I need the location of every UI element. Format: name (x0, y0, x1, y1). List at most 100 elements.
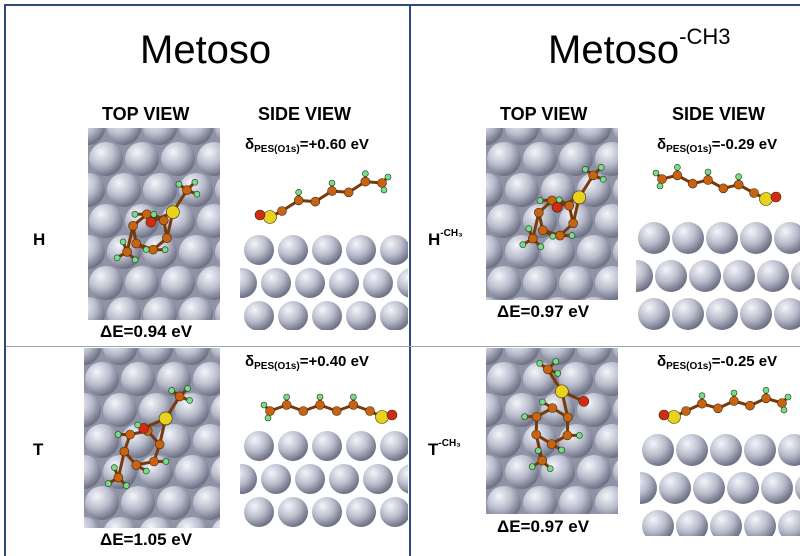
right-h-energy: ΔE=0.97 eV (497, 302, 590, 321)
surface-atom (559, 266, 593, 300)
figure-frame (4, 4, 800, 556)
surface-atom (757, 260, 789, 292)
surface-atom (107, 297, 141, 320)
surface-atom (197, 266, 220, 300)
surface-atom (727, 472, 759, 504)
surface-atom (689, 260, 721, 292)
left-row-h-label: H (33, 230, 46, 249)
surface-atom (125, 142, 159, 176)
surface-atom (486, 235, 503, 269)
surface-atom (541, 235, 575, 269)
surface-atom (346, 301, 376, 330)
surface-atom (143, 173, 177, 207)
surface-atom (486, 455, 503, 489)
surface-atom (505, 455, 539, 489)
right-h-delta: δPES(O1s)=-0.29 eV (657, 136, 778, 155)
surface-atom (676, 434, 708, 466)
surface-atom (346, 235, 376, 265)
surface-atom (157, 424, 191, 458)
surface-atom (595, 266, 618, 300)
surface-atom (613, 459, 618, 485)
surface-atom (363, 268, 393, 298)
surface-atom (295, 268, 325, 298)
surface-atom (193, 424, 220, 458)
surface-atom (636, 260, 653, 292)
surface-atom (487, 424, 521, 458)
surface-atom (278, 235, 308, 265)
surface-atom (487, 486, 521, 514)
surface-atom (655, 260, 687, 292)
surface-atom (486, 173, 503, 207)
right-top-view-label: TOP VIEW (500, 104, 588, 124)
surface-atom (541, 128, 575, 145)
surface-atom (523, 142, 557, 176)
right-t-delta: δPES(O1s)=-0.25 eV (657, 353, 778, 372)
left-t-side-view-image (240, 372, 408, 536)
surface-atom (143, 297, 177, 320)
surface-atom (710, 434, 742, 466)
left-h-side-view-image (240, 158, 408, 330)
surface-atom (774, 298, 800, 330)
surface-atom (125, 266, 159, 300)
surface-atom (346, 431, 376, 461)
surface-atom (512, 297, 532, 300)
surface-atom (89, 204, 123, 238)
surface-atom (84, 348, 101, 365)
surface-atom (595, 424, 618, 458)
surface-atom (613, 177, 618, 203)
surface-atom (88, 128, 105, 145)
surface-atom (211, 395, 220, 425)
left-side-view-label: SIDE VIEW (258, 104, 352, 124)
surface-atom (85, 486, 119, 520)
surface-atom (179, 128, 213, 145)
surface-atom (744, 434, 776, 466)
surface-atom (157, 486, 191, 520)
column-divider (409, 4, 411, 556)
surface-atom (84, 517, 100, 528)
surface-atom (642, 510, 674, 536)
surface-atom (84, 455, 101, 489)
surface-atom (577, 235, 611, 269)
surface-atom (346, 497, 376, 527)
right-t-top-view-image (486, 348, 618, 514)
surface-atom (88, 297, 105, 320)
surface-atom (397, 268, 408, 298)
surface-atom (505, 348, 539, 365)
surface-atom (212, 519, 220, 528)
surface-atom (175, 393, 209, 427)
surface-atom (363, 464, 393, 494)
surface-atom (179, 173, 213, 207)
surface-atom (161, 142, 195, 176)
right-row-t-label: T-CH₃ (428, 438, 461, 459)
surface-atom (244, 497, 274, 527)
surface-atom (795, 476, 800, 500)
surface-atom (613, 348, 618, 361)
right-h-top-view-image (486, 128, 618, 300)
surface-atom (723, 260, 755, 292)
surface-atom (541, 348, 575, 365)
surface-atom (523, 266, 557, 300)
surface-atom (487, 266, 521, 300)
surface-atom (215, 128, 220, 141)
surface-atom (778, 510, 800, 536)
surface-atom (312, 431, 342, 461)
surface-atom (329, 268, 359, 298)
surface-atom (710, 510, 742, 536)
surface-atom (215, 239, 220, 265)
surface-atom (143, 128, 177, 145)
surface-atom (278, 497, 308, 527)
surface-atom (505, 173, 539, 207)
surface-atom (380, 301, 408, 330)
right-row-h-label: H-CH₃ (428, 228, 463, 249)
surface-atom (89, 142, 123, 176)
surface-atom (761, 472, 793, 504)
right-h-side-view-image (636, 160, 800, 332)
surface-atom (505, 393, 539, 427)
surface-atom (672, 222, 704, 254)
surface-atom (84, 393, 101, 427)
surface-atom (577, 455, 611, 489)
surface-atom (740, 222, 772, 254)
surface-atom (312, 301, 342, 330)
left-row-t-label: T (33, 440, 44, 459)
surface-atom (176, 517, 208, 528)
